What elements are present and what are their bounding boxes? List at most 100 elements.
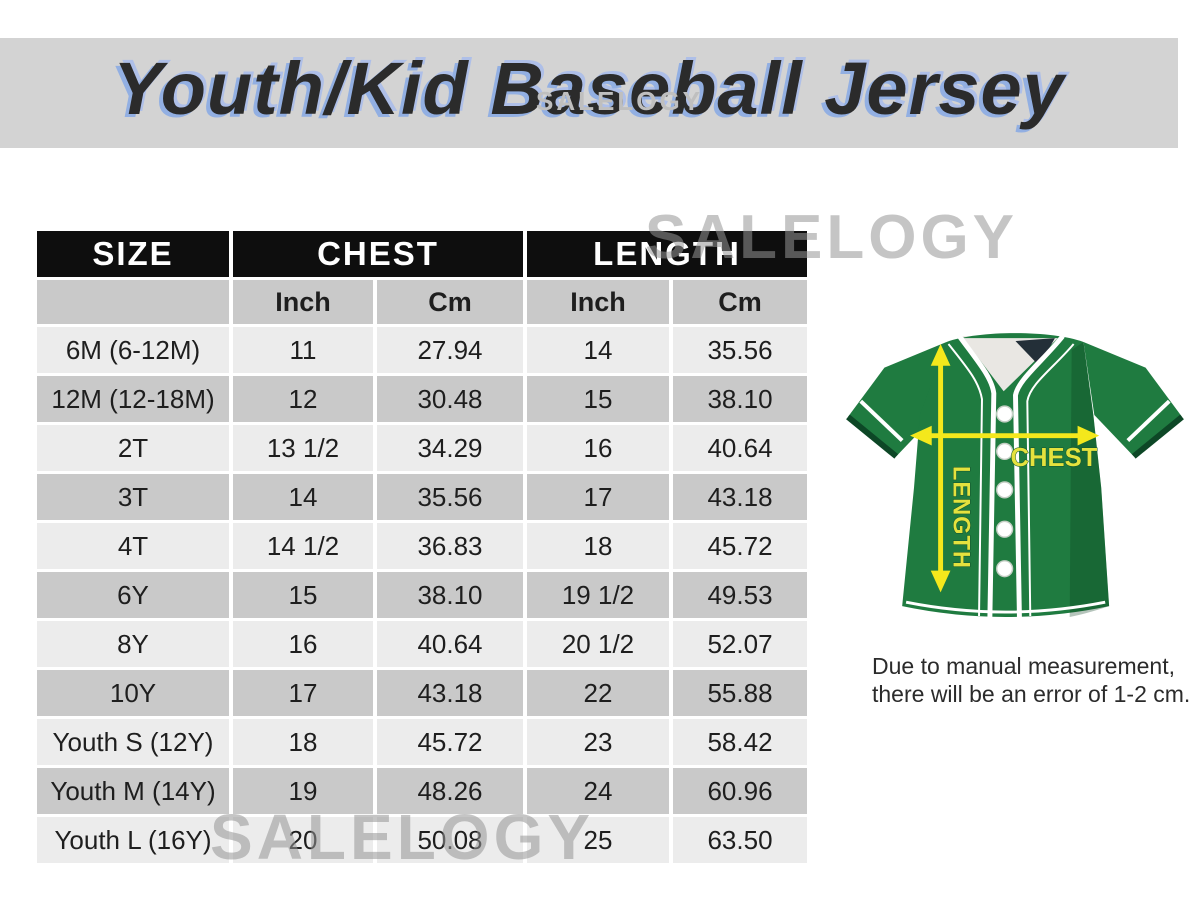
table-row: 6Y 15 38.10 19 1/2 49.53	[37, 572, 808, 618]
cell-chest-cm: 48.26	[377, 768, 523, 814]
jersey-left-sleeve-stripe	[859, 399, 904, 443]
table-row: 10Y 17 43.18 22 55.88	[37, 670, 808, 716]
cell-chest-cm: 43.18	[377, 670, 523, 716]
cell-length-inch: 14	[527, 327, 669, 373]
length-arrow-icon	[930, 344, 951, 593]
cell-length-cm: 58.42	[673, 719, 808, 765]
title-band: SALELOGY Youth/Kid Baseball Jersey	[0, 38, 1178, 148]
cell-chest-inch: 16	[233, 621, 373, 667]
cell-length-cm: 43.18	[673, 474, 808, 520]
cell-length-inch: 24	[527, 768, 669, 814]
jersey-shading	[1069, 342, 1110, 617]
cell-chest-inch: 14	[233, 474, 373, 520]
cell-length-cm: 45.72	[673, 523, 808, 569]
table-row: 8Y 16 40.64 20 1/2 52.07	[37, 621, 808, 667]
table-header-row: SIZE CHEST LENGTH	[37, 231, 808, 277]
subheader-length-inch: Inch	[527, 280, 669, 324]
cell-chest-inch: 20	[233, 817, 373, 863]
cell-length-inch: 17	[527, 474, 669, 520]
cell-length-cm: 35.56	[673, 327, 808, 373]
jersey-diagram: CHEST LENGTH	[846, 333, 1184, 619]
cell-length-cm: 60.96	[673, 768, 808, 814]
table-subheader-row: Inch Cm Inch Cm	[37, 280, 808, 324]
cell-length-inch: 15	[527, 376, 669, 422]
chest-arrow-icon	[910, 425, 1100, 446]
table-row: Youth S (12Y) 18 45.72 23 58.42	[37, 719, 808, 765]
table-row: 12M (12-18M) 12 30.48 15 38.10	[37, 376, 808, 422]
cell-length-inch: 20 1/2	[527, 621, 669, 667]
jersey-body	[902, 333, 1110, 617]
jersey-collar-shadow	[1015, 338, 1055, 366]
cell-length-inch: 19 1/2	[527, 572, 669, 618]
table-row: 3T 14 35.56 17 43.18	[37, 474, 808, 520]
cell-chest-cm: 38.10	[377, 572, 523, 618]
subheader-chest-cm: Cm	[377, 280, 523, 324]
cell-chest-inch: 14 1/2	[233, 523, 373, 569]
cell-size: 6M (6-12M)	[37, 327, 229, 373]
cell-chest-cm: 30.48	[377, 376, 523, 422]
cell-chest-cm: 35.56	[377, 474, 523, 520]
page-title: Youth/Kid Baseball Jersey	[113, 47, 1065, 130]
table-row: Youth L (16Y) 20 50.08 25 63.50	[37, 817, 808, 863]
jersey-left-cuff-edge	[846, 414, 899, 459]
cell-length-cm: 52.07	[673, 621, 808, 667]
cell-length-cm: 55.88	[673, 670, 808, 716]
cell-size: 12M (12-18M)	[37, 376, 229, 422]
cell-chest-inch: 13 1/2	[233, 425, 373, 471]
cell-length-inch: 25	[527, 817, 669, 863]
header-size: SIZE	[37, 231, 229, 277]
subheader-empty	[37, 280, 229, 324]
cell-length-cm: 38.10	[673, 376, 808, 422]
cell-size: Youth M (14Y)	[37, 768, 229, 814]
table-row: 6M (6-12M) 11 27.94 14 35.56	[37, 327, 808, 373]
table-row: 2T 13 1/2 34.29 16 40.64	[37, 425, 808, 471]
measurement-note: Due to manual measurement, there will be…	[872, 652, 1190, 708]
cell-length-cm: 40.64	[673, 425, 808, 471]
header-length: LENGTH	[527, 231, 808, 277]
table-row: Youth M (14Y) 19 48.26 24 60.96	[37, 768, 808, 814]
cell-chest-cm: 36.83	[377, 523, 523, 569]
cell-size: Youth S (12Y)	[37, 719, 229, 765]
jersey-left-trim	[947, 343, 983, 617]
chest-label: CHEST	[1011, 444, 1098, 472]
measurement-note-line1: Due to manual measurement,	[872, 653, 1175, 679]
cell-chest-inch: 12	[233, 376, 373, 422]
cell-size: 3T	[37, 474, 229, 520]
cell-length-inch: 23	[527, 719, 669, 765]
cell-length-inch: 22	[527, 670, 669, 716]
cell-length-inch: 16	[527, 425, 669, 471]
subheader-length-cm: Cm	[673, 280, 808, 324]
cell-chest-inch: 17	[233, 670, 373, 716]
header-chest: CHEST	[233, 231, 523, 277]
length-label: LENGTH	[947, 466, 973, 569]
jersey-buttons	[996, 405, 1014, 578]
cell-size: 2T	[37, 425, 229, 471]
table-row: 4T 14 1/2 36.83 18 45.72	[37, 523, 808, 569]
jersey-right-trim	[1026, 343, 1075, 617]
cell-chest-cm: 40.64	[377, 621, 523, 667]
cell-chest-inch: 18	[233, 719, 373, 765]
jersey-right-placket-piping	[1013, 334, 1065, 619]
cell-chest-cm: 50.08	[377, 817, 523, 863]
cell-size: 6Y	[37, 572, 229, 618]
subheader-chest-inch: Inch	[233, 280, 373, 324]
cell-size: 8Y	[37, 621, 229, 667]
cell-length-cm: 49.53	[673, 572, 808, 618]
cell-chest-cm: 27.94	[377, 327, 523, 373]
jersey-right-cuff-edge	[1131, 414, 1184, 459]
jersey-left-placket-piping	[957, 334, 997, 619]
cell-chest-inch: 19	[233, 768, 373, 814]
cell-size: 4T	[37, 523, 229, 569]
jersey-right-sleeve-stripe	[1126, 399, 1171, 443]
size-chart-table: SIZE CHEST LENGTH Inch Cm Inch Cm 6M (6-…	[33, 228, 811, 866]
cell-size: 10Y	[37, 670, 229, 716]
jersey-hem-piping	[905, 600, 1106, 614]
cell-chest-inch: 15	[233, 572, 373, 618]
measurement-note-line2: there will be an error of 1-2 cm.	[872, 681, 1191, 707]
cell-length-cm: 63.50	[673, 817, 808, 863]
cell-chest-cm: 34.29	[377, 425, 523, 471]
cell-chest-cm: 45.72	[377, 719, 523, 765]
jersey-right-sleeve	[1083, 342, 1183, 457]
cell-chest-inch: 11	[233, 327, 373, 373]
